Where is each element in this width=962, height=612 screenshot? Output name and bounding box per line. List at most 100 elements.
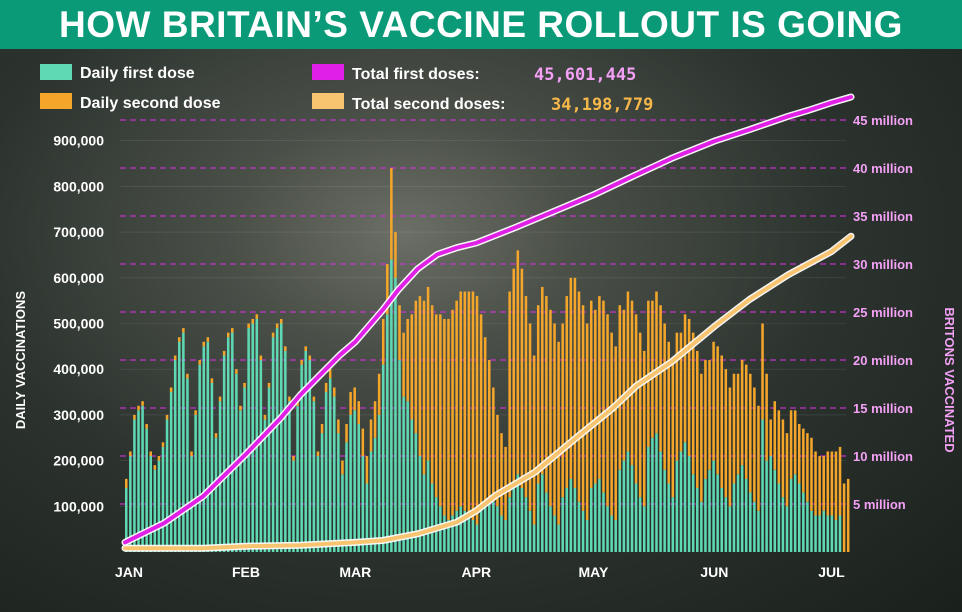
bar-first-dose xyxy=(222,355,226,552)
title-bar xyxy=(0,0,962,49)
bar-second-dose xyxy=(463,291,467,511)
bar-first-dose xyxy=(349,414,352,552)
x-tick-label: MAR xyxy=(339,564,371,580)
bar-second-dose xyxy=(357,401,361,425)
bar-first-dose xyxy=(292,460,295,552)
right-axis-title: BRITONS VACCINATED xyxy=(942,307,957,452)
bar-first-dose xyxy=(186,378,189,552)
bar-second-dose xyxy=(663,323,666,470)
right-tick-label: 35 million xyxy=(853,209,913,224)
bar-first-dose xyxy=(284,350,287,552)
bar-second-dose xyxy=(528,323,532,511)
bar-first-dose xyxy=(406,401,409,552)
bar-second-dose xyxy=(512,268,515,484)
bar-first-dose xyxy=(638,497,642,552)
bar-second-dose xyxy=(626,291,630,452)
bar-first-dose xyxy=(467,515,471,552)
bar-second-dose xyxy=(300,360,303,365)
bar-first-dose xyxy=(785,506,789,552)
bar-first-dose xyxy=(161,446,165,552)
bar-first-dose xyxy=(247,328,250,552)
bar-first-dose xyxy=(720,488,724,552)
bar-second-dose xyxy=(324,382,328,393)
x-axis-ticks: JAN FEB MAR APR MAY JUN JUL xyxy=(115,564,845,580)
bar-first-dose xyxy=(275,328,279,552)
bar-second-dose xyxy=(333,387,336,397)
bar-first-dose xyxy=(202,346,206,552)
chart-title: HOW BRITAIN’S VACCINE ROLLOUT IS GOING xyxy=(59,4,903,45)
bar-first-dose xyxy=(141,405,144,552)
bar-second-dose xyxy=(206,337,210,342)
bar-second-dose xyxy=(345,424,348,443)
bar-first-dose xyxy=(488,497,491,552)
bar-first-dose xyxy=(304,350,307,552)
bar-first-dose xyxy=(373,437,377,552)
chart-canvas: Daily first dose Daily second dose Total… xyxy=(13,64,957,580)
bar-first-dose xyxy=(214,437,218,552)
bar-second-dose xyxy=(243,382,246,388)
bar-first-dose xyxy=(532,524,536,552)
bar-second-dose xyxy=(218,396,222,402)
bar-first-dose xyxy=(512,483,515,552)
bar-second-dose xyxy=(247,323,250,329)
bar-first-dose xyxy=(789,478,793,552)
bar-second-dose xyxy=(443,318,446,516)
bar-second-dose xyxy=(659,305,662,452)
bar-second-dose xyxy=(793,410,797,475)
bar-first-dose xyxy=(838,515,842,552)
bar-second-dose xyxy=(194,410,197,415)
bar-second-dose xyxy=(638,332,642,498)
bar-second-dose xyxy=(279,318,283,324)
bar-second-dose xyxy=(777,410,781,484)
bar-first-dose xyxy=(324,392,328,552)
bar-second-dose xyxy=(655,291,658,434)
bar-second-dose xyxy=(818,456,821,516)
left-tick-label: 500,000 xyxy=(53,316,104,332)
bar-first-dose xyxy=(696,488,699,552)
bar-second-dose xyxy=(390,168,393,260)
bar-first-dose xyxy=(279,323,283,552)
bar-first-dose xyxy=(781,497,785,552)
bar-first-dose xyxy=(296,405,299,552)
bar-first-dose xyxy=(369,451,373,552)
bar-second-dose xyxy=(675,332,679,461)
bar-first-dose xyxy=(231,332,234,552)
bar-second-dose xyxy=(508,291,511,498)
bar-first-dose xyxy=(125,488,128,552)
bar-second-dose xyxy=(394,232,397,278)
bar-first-dose xyxy=(814,515,817,552)
bar-second-dose xyxy=(740,360,744,466)
bar-second-dose xyxy=(712,341,715,461)
bar-second-dose xyxy=(622,309,626,461)
bar-first-dose xyxy=(594,483,597,552)
bar-second-dose xyxy=(488,360,491,498)
bar-second-dose xyxy=(149,451,152,457)
bar-second-dose xyxy=(671,360,675,498)
bar-second-dose xyxy=(667,341,670,484)
bar-first-dose xyxy=(418,456,422,552)
bar-second-dose xyxy=(830,451,834,516)
bar-second-dose xyxy=(838,446,842,516)
bar-first-dose xyxy=(561,497,564,552)
bar-first-dose xyxy=(377,414,381,552)
bar-first-dose xyxy=(822,510,825,552)
bar-first-dose xyxy=(545,492,548,552)
bar-second-dose xyxy=(328,369,332,379)
bar-first-dose xyxy=(659,451,662,552)
bar-first-dose xyxy=(557,524,560,552)
bar-second-dose xyxy=(471,291,475,521)
bar-second-dose xyxy=(190,451,193,457)
bar-first-dose xyxy=(691,474,695,552)
bar-first-dose xyxy=(508,497,511,552)
bar-second-dose xyxy=(822,456,825,511)
bar-first-dose xyxy=(618,469,622,552)
bar-first-dose xyxy=(316,456,320,552)
bar-second-dose xyxy=(235,369,238,374)
bar-second-dose xyxy=(451,309,454,516)
bar-first-dose xyxy=(271,337,275,552)
right-tick-label: 10 million xyxy=(853,449,913,464)
bar-second-dose xyxy=(369,419,373,452)
bar-first-dose xyxy=(410,419,414,552)
bar-first-dose xyxy=(761,419,764,552)
bar-second-dose xyxy=(781,419,785,498)
